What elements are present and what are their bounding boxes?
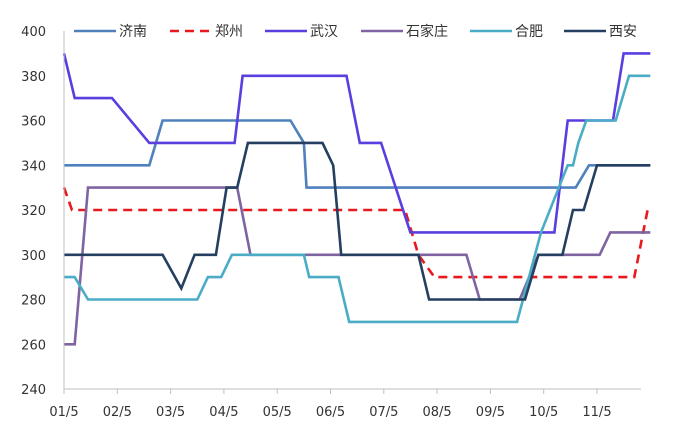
x-tick-label: 03/5 bbox=[156, 405, 185, 420]
legend: 济南 郑州 武汉 石家庄 合肥 西安 bbox=[74, 23, 637, 40]
series-line-4 bbox=[64, 186, 651, 346]
x-tick-label: 08/5 bbox=[422, 405, 451, 420]
series-line-5 bbox=[64, 74, 651, 324]
y-tick-label: 240 bbox=[21, 383, 46, 398]
series-line-3 bbox=[62, 52, 651, 234]
legend-label: 石家庄 bbox=[406, 23, 448, 40]
x-tick-label: 10/5 bbox=[529, 405, 558, 420]
x-tick-label: 09/5 bbox=[476, 405, 505, 420]
y-tick-label: 360 bbox=[21, 115, 46, 130]
plot-lines bbox=[62, 52, 651, 346]
y-tick-label: 400 bbox=[21, 25, 46, 40]
y-tick-label: 260 bbox=[21, 338, 46, 353]
x-tick-label: 11/5 bbox=[582, 405, 611, 420]
x-tick-label: 01/5 bbox=[49, 405, 78, 420]
legend-label: 济南 bbox=[119, 24, 147, 40]
y-tick-label: 300 bbox=[21, 249, 46, 264]
series-line-2 bbox=[62, 187, 649, 279]
y-tick-label: 340 bbox=[21, 159, 46, 174]
x-tick-label: 05/5 bbox=[263, 405, 292, 420]
x-tick-label: 06/5 bbox=[316, 405, 345, 420]
series-line-6 bbox=[64, 141, 651, 301]
y-tick-label: 380 bbox=[21, 70, 46, 85]
x-tick-label: 04/5 bbox=[209, 405, 238, 420]
legend-label: 郑州 bbox=[215, 24, 243, 40]
legend-label: 西安 bbox=[609, 24, 637, 40]
y-tick-label: 320 bbox=[21, 204, 46, 219]
x-tick-label: 02/5 bbox=[103, 405, 132, 420]
legend-label: 合肥 bbox=[515, 24, 543, 40]
legend-label: 武汉 bbox=[310, 24, 338, 40]
y-tick-label: 280 bbox=[21, 294, 46, 309]
axes: 240 260 280 300 320 340 360 380 400 01/5 02/5 03/5 0… bbox=[21, 25, 641, 420]
x-tick-label: 07/5 bbox=[369, 405, 398, 420]
